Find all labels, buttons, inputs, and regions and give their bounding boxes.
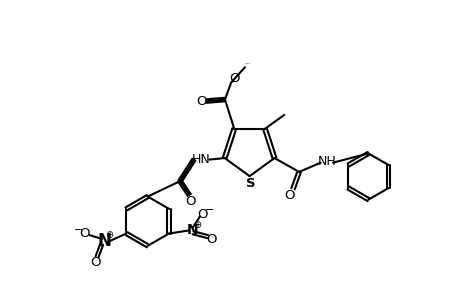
- Text: O: O: [206, 233, 216, 246]
- Text: −: −: [204, 206, 213, 215]
- Text: O: O: [229, 72, 239, 85]
- Text: ⊕: ⊕: [105, 230, 113, 240]
- Text: O: O: [197, 208, 208, 221]
- Text: O: O: [79, 227, 90, 240]
- Text: N: N: [187, 224, 198, 237]
- Text: S: S: [246, 177, 255, 190]
- Text: N: N: [98, 232, 112, 250]
- Text: NH: NH: [317, 154, 336, 168]
- Text: −: −: [74, 225, 83, 236]
- Text: O: O: [196, 94, 207, 108]
- Text: O: O: [90, 256, 101, 269]
- Text: O: O: [185, 195, 196, 208]
- Text: methyl: methyl: [245, 63, 250, 64]
- Text: ⊕: ⊕: [192, 220, 201, 230]
- Text: HN: HN: [192, 153, 211, 166]
- Text: O: O: [284, 188, 295, 202]
